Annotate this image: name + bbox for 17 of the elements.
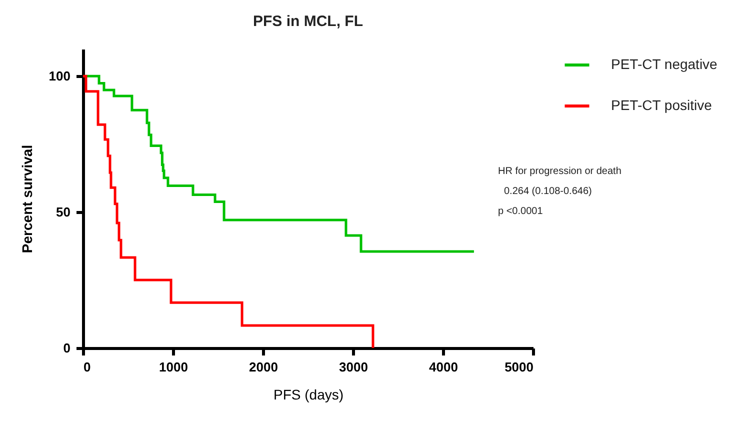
annotation: p <0.0001: [498, 206, 544, 217]
y-axis-title: Percent survival: [18, 144, 35, 254]
legend-label: PET-CT negative: [611, 56, 718, 72]
x-tick-label: 0: [84, 360, 91, 374]
annotation: 0.264 (0.108-0.646): [504, 186, 592, 197]
y-tick-label: 50: [56, 204, 70, 220]
x-tick-label: 3000: [339, 360, 368, 374]
x-axis-title: PFS (days): [273, 386, 344, 402]
annotation: HR for progression or death: [498, 166, 622, 177]
x-tick-label: 2000: [249, 360, 278, 374]
y-tick-label: 100: [48, 68, 70, 84]
x-tick-label: 1000: [159, 360, 188, 374]
legend-label: PET-CT positive: [611, 97, 712, 113]
x-tick-label: 5000: [504, 360, 534, 374]
chart-title: PFS in MCL, FL: [253, 13, 363, 30]
x-tick-label: 4000: [429, 360, 458, 374]
y-tick-label: 0: [63, 340, 70, 356]
